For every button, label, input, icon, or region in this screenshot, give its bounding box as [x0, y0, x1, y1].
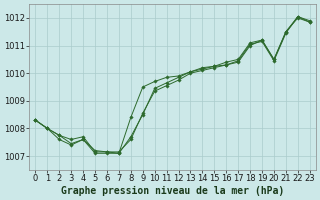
X-axis label: Graphe pression niveau de la mer (hPa): Graphe pression niveau de la mer (hPa)	[61, 186, 284, 196]
